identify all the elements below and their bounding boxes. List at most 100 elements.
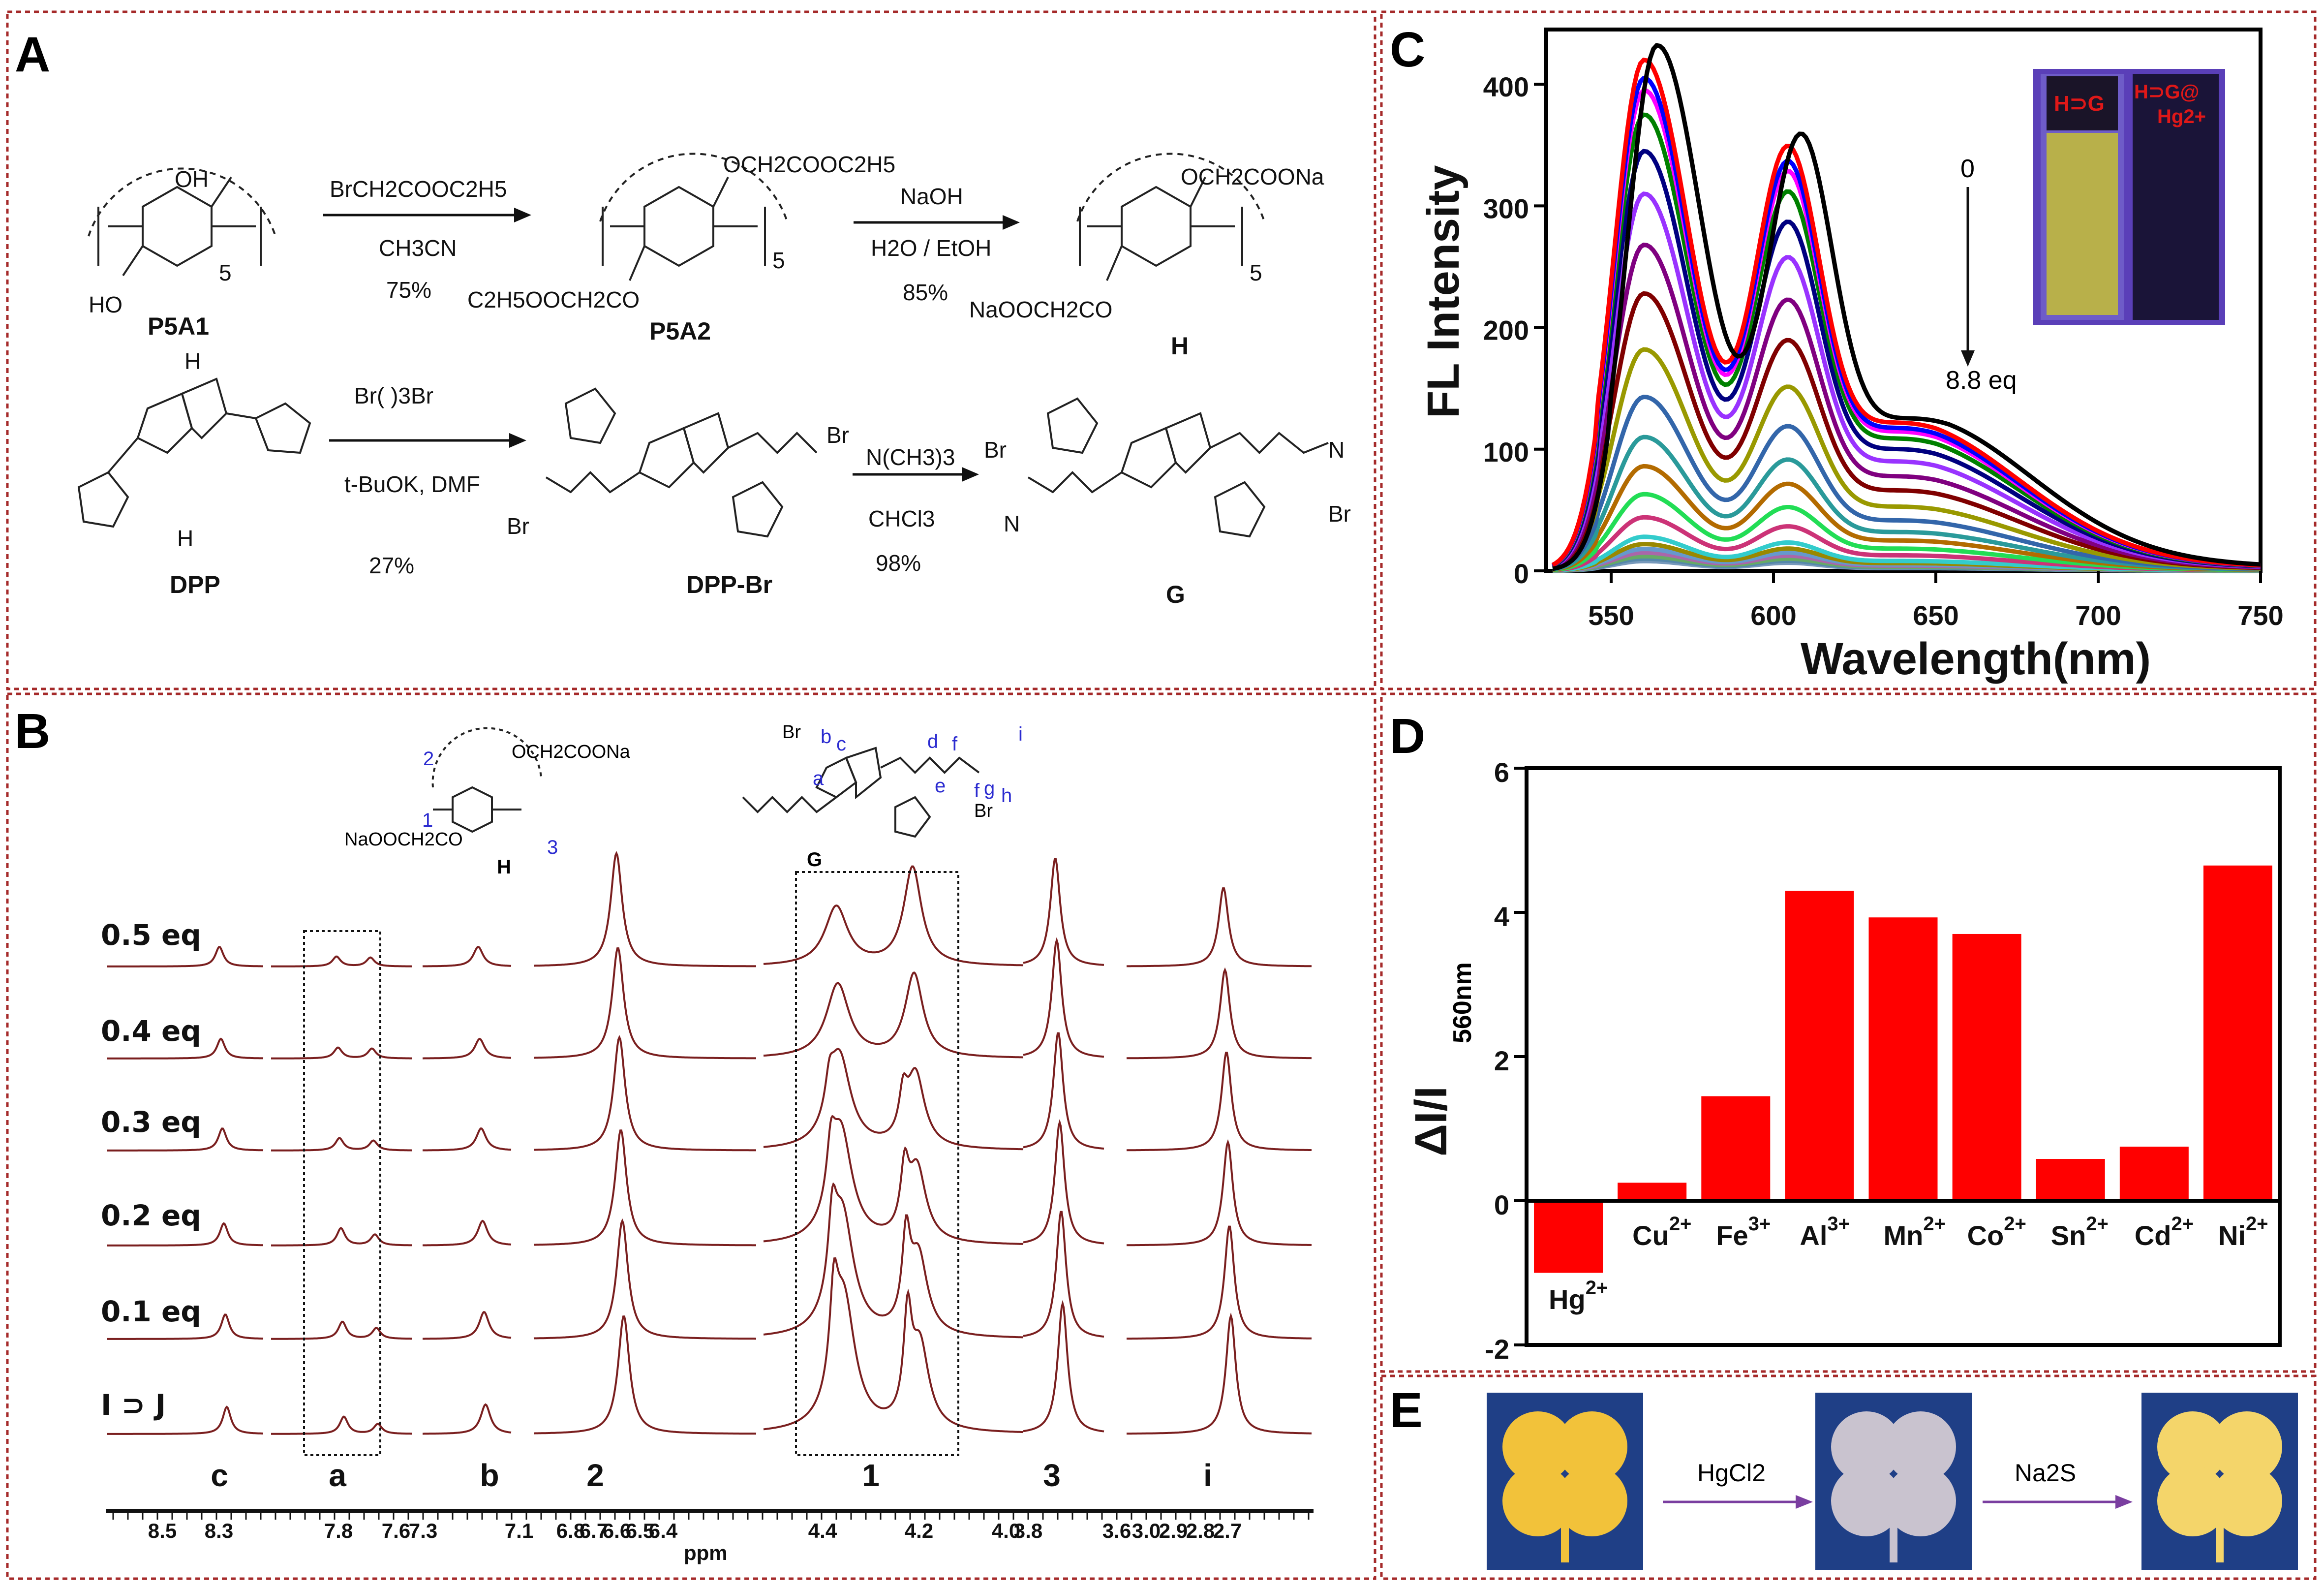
reaction-arrow-2: NaOH H2O / EtOH 85%	[854, 184, 1020, 305]
bar-fe	[1701, 1096, 1771, 1201]
ppm-tick-label: 3.0	[1132, 1519, 1161, 1542]
category-label: Fe3+	[1716, 1213, 1771, 1251]
reaction-arrow-3: Br( )3Br t-BuOK, DMF 27%	[329, 383, 526, 578]
bar-mn	[1868, 917, 1938, 1201]
selectivity-bar-chart: Hg2+Cu2+ Fe3+ Al3+ Mn2+ Co2+ Sn2+ Cd2+ Ni2+-202…	[1406, 757, 2282, 1365]
hydroxyl-label: HO	[89, 292, 122, 317]
panel-e-border	[1380, 1374, 2317, 1580]
bromine-label: Br	[826, 422, 849, 448]
y-tick-label: 4	[1494, 901, 1509, 932]
x-tick-label: 600	[1750, 600, 1796, 631]
compound-label-dpp: DPP	[170, 571, 220, 598]
structure-p5a2: OCH2COOC2H5 C2H5OOCH2CO 5 P5A2	[467, 152, 895, 345]
y-axis-label: FL Intensity	[1418, 165, 1468, 418]
row-label: 0.4 eq	[101, 1014, 201, 1048]
nmr-trace	[423, 1037, 511, 1060]
nmr-trace	[534, 850, 756, 967]
structure-h: OCH2COONa NaOOCH2CO 5 H	[969, 153, 1324, 360]
ion-charge: 2+	[2246, 1213, 2268, 1235]
y-tick-label: 100	[1483, 436, 1529, 468]
nmr-trace	[107, 1222, 263, 1247]
x-tick-label: 750	[2237, 600, 2283, 631]
row-label: 0.3 eq	[101, 1105, 201, 1139]
x-axis-label: Wavelength(nm)	[1801, 634, 2151, 684]
row-label: 0.1 eq	[101, 1295, 201, 1328]
reaction-arrow-1: BrCH2COOC2H5 CH3CN 75%	[323, 176, 531, 303]
ppm-tick-label: 4.0	[992, 1519, 1020, 1542]
g-proton-letter: c	[836, 733, 846, 755]
category-label: Co2+	[1967, 1213, 2026, 1251]
spectrum-line-0	[1552, 43, 2261, 571]
ppm-tick-label: 7.6	[382, 1519, 410, 1542]
g-proton-letter: f	[974, 780, 980, 802]
panel-label-c: C	[1390, 22, 1425, 77]
ppm-tick-label: 2.9	[1159, 1519, 1188, 1542]
ion-charge: 2+	[2004, 1213, 2026, 1235]
nmr-trace	[271, 1415, 412, 1435]
arrow-label-na2s: Na2S	[2015, 1459, 2076, 1487]
inset-label-hg: H⊃G	[2054, 92, 2105, 116]
nmr-trace	[1127, 1139, 1312, 1247]
row-label: I ⊃ J	[101, 1388, 166, 1422]
reagent-label: NaOH	[900, 184, 963, 209]
category-label: Al3+	[1800, 1213, 1850, 1251]
nmr-trace	[1023, 858, 1104, 966]
peak-label: 1	[862, 1458, 880, 1493]
synthesis-scheme: OH HO 5 P5A1 BrCH2COOC2H5 CH3CN 75% OCH2…	[77, 152, 1351, 608]
nmr-trace	[422, 946, 512, 967]
ppm-tick-label: 2.7	[1213, 1519, 1242, 1542]
nmr-trace	[1023, 1211, 1104, 1338]
panel-c-border	[1380, 10, 2317, 690]
panel-label-a: A	[15, 27, 50, 82]
repeat-subscript: 5	[219, 260, 232, 285]
ion-charge: 2+	[2171, 1213, 2194, 1235]
y-tick-label: 2	[1494, 1045, 1509, 1076]
solvent-label: CH3CN	[379, 235, 457, 261]
ppm-tick-label: 3.6	[1102, 1519, 1131, 1542]
category-label: Hg2+	[1549, 1277, 1608, 1315]
bromide-label: Br	[974, 801, 993, 821]
ppm-tick-label: 6.4	[649, 1519, 678, 1542]
ppm-tick-label: 6.8	[556, 1519, 585, 1542]
structure-p5a1: OH HO 5 P5A1	[88, 166, 276, 340]
panel-a-border	[6, 10, 1376, 690]
ppm-tick-label: 7.8	[324, 1519, 353, 1542]
panel-label-e: E	[1390, 1383, 1423, 1438]
ion-symbol: Mn	[1884, 1220, 1924, 1251]
inset-label-hg2: Hg2+	[2157, 106, 2206, 127]
x-axis-label: ppm	[684, 1541, 728, 1564]
solvent-label: CHCl3	[868, 506, 935, 531]
row-label: 0.2 eq	[101, 1199, 201, 1232]
bar-cd	[2119, 1147, 2189, 1201]
ppm-tick-label: 3.8	[1014, 1519, 1042, 1542]
substituent-label: OCH2COONa	[512, 742, 631, 762]
x-tick-label: 700	[2075, 600, 2121, 631]
spectrum-line-9	[1552, 347, 2261, 571]
nmr-trace	[763, 971, 1023, 1059]
bar-al	[1785, 891, 1854, 1201]
panel-b-border	[6, 692, 1376, 1580]
g-proton-letter: a	[813, 768, 824, 789]
ion-charge: 3+	[1748, 1213, 1771, 1235]
clover-shape	[1502, 1411, 1627, 1562]
nmr-trace	[763, 1115, 1024, 1245]
bromide-label: Br	[1328, 501, 1351, 527]
yield-label: 85%	[903, 280, 948, 305]
ion-charge: 2+	[1586, 1277, 1608, 1299]
bromide-label: Br	[782, 722, 801, 743]
annotation-end: 8.8 eq	[1946, 366, 2017, 395]
yield-label: 27%	[369, 553, 414, 578]
structure-h-small: OCH2COONa NaOOCH2CO 1 2 3 H	[344, 727, 631, 878]
nmr-trace	[107, 1313, 264, 1340]
nmr-trace	[271, 1227, 412, 1247]
ppm-tick-label: 7.1	[505, 1519, 533, 1542]
g-proton-letter: d	[927, 731, 938, 752]
reagent-label: N(CH3)3	[866, 444, 955, 470]
solvent-label: H2O / EtOH	[871, 235, 991, 261]
g-proton-letter: f	[952, 733, 958, 755]
arrow-label-hgcl2: HgCl2	[1697, 1459, 1766, 1487]
peak-label: c	[211, 1458, 228, 1493]
x-tick-label: 650	[1913, 600, 1958, 631]
ppm-tick-label: 4.4	[808, 1519, 837, 1542]
ion-symbol: Cu	[1632, 1220, 1669, 1251]
